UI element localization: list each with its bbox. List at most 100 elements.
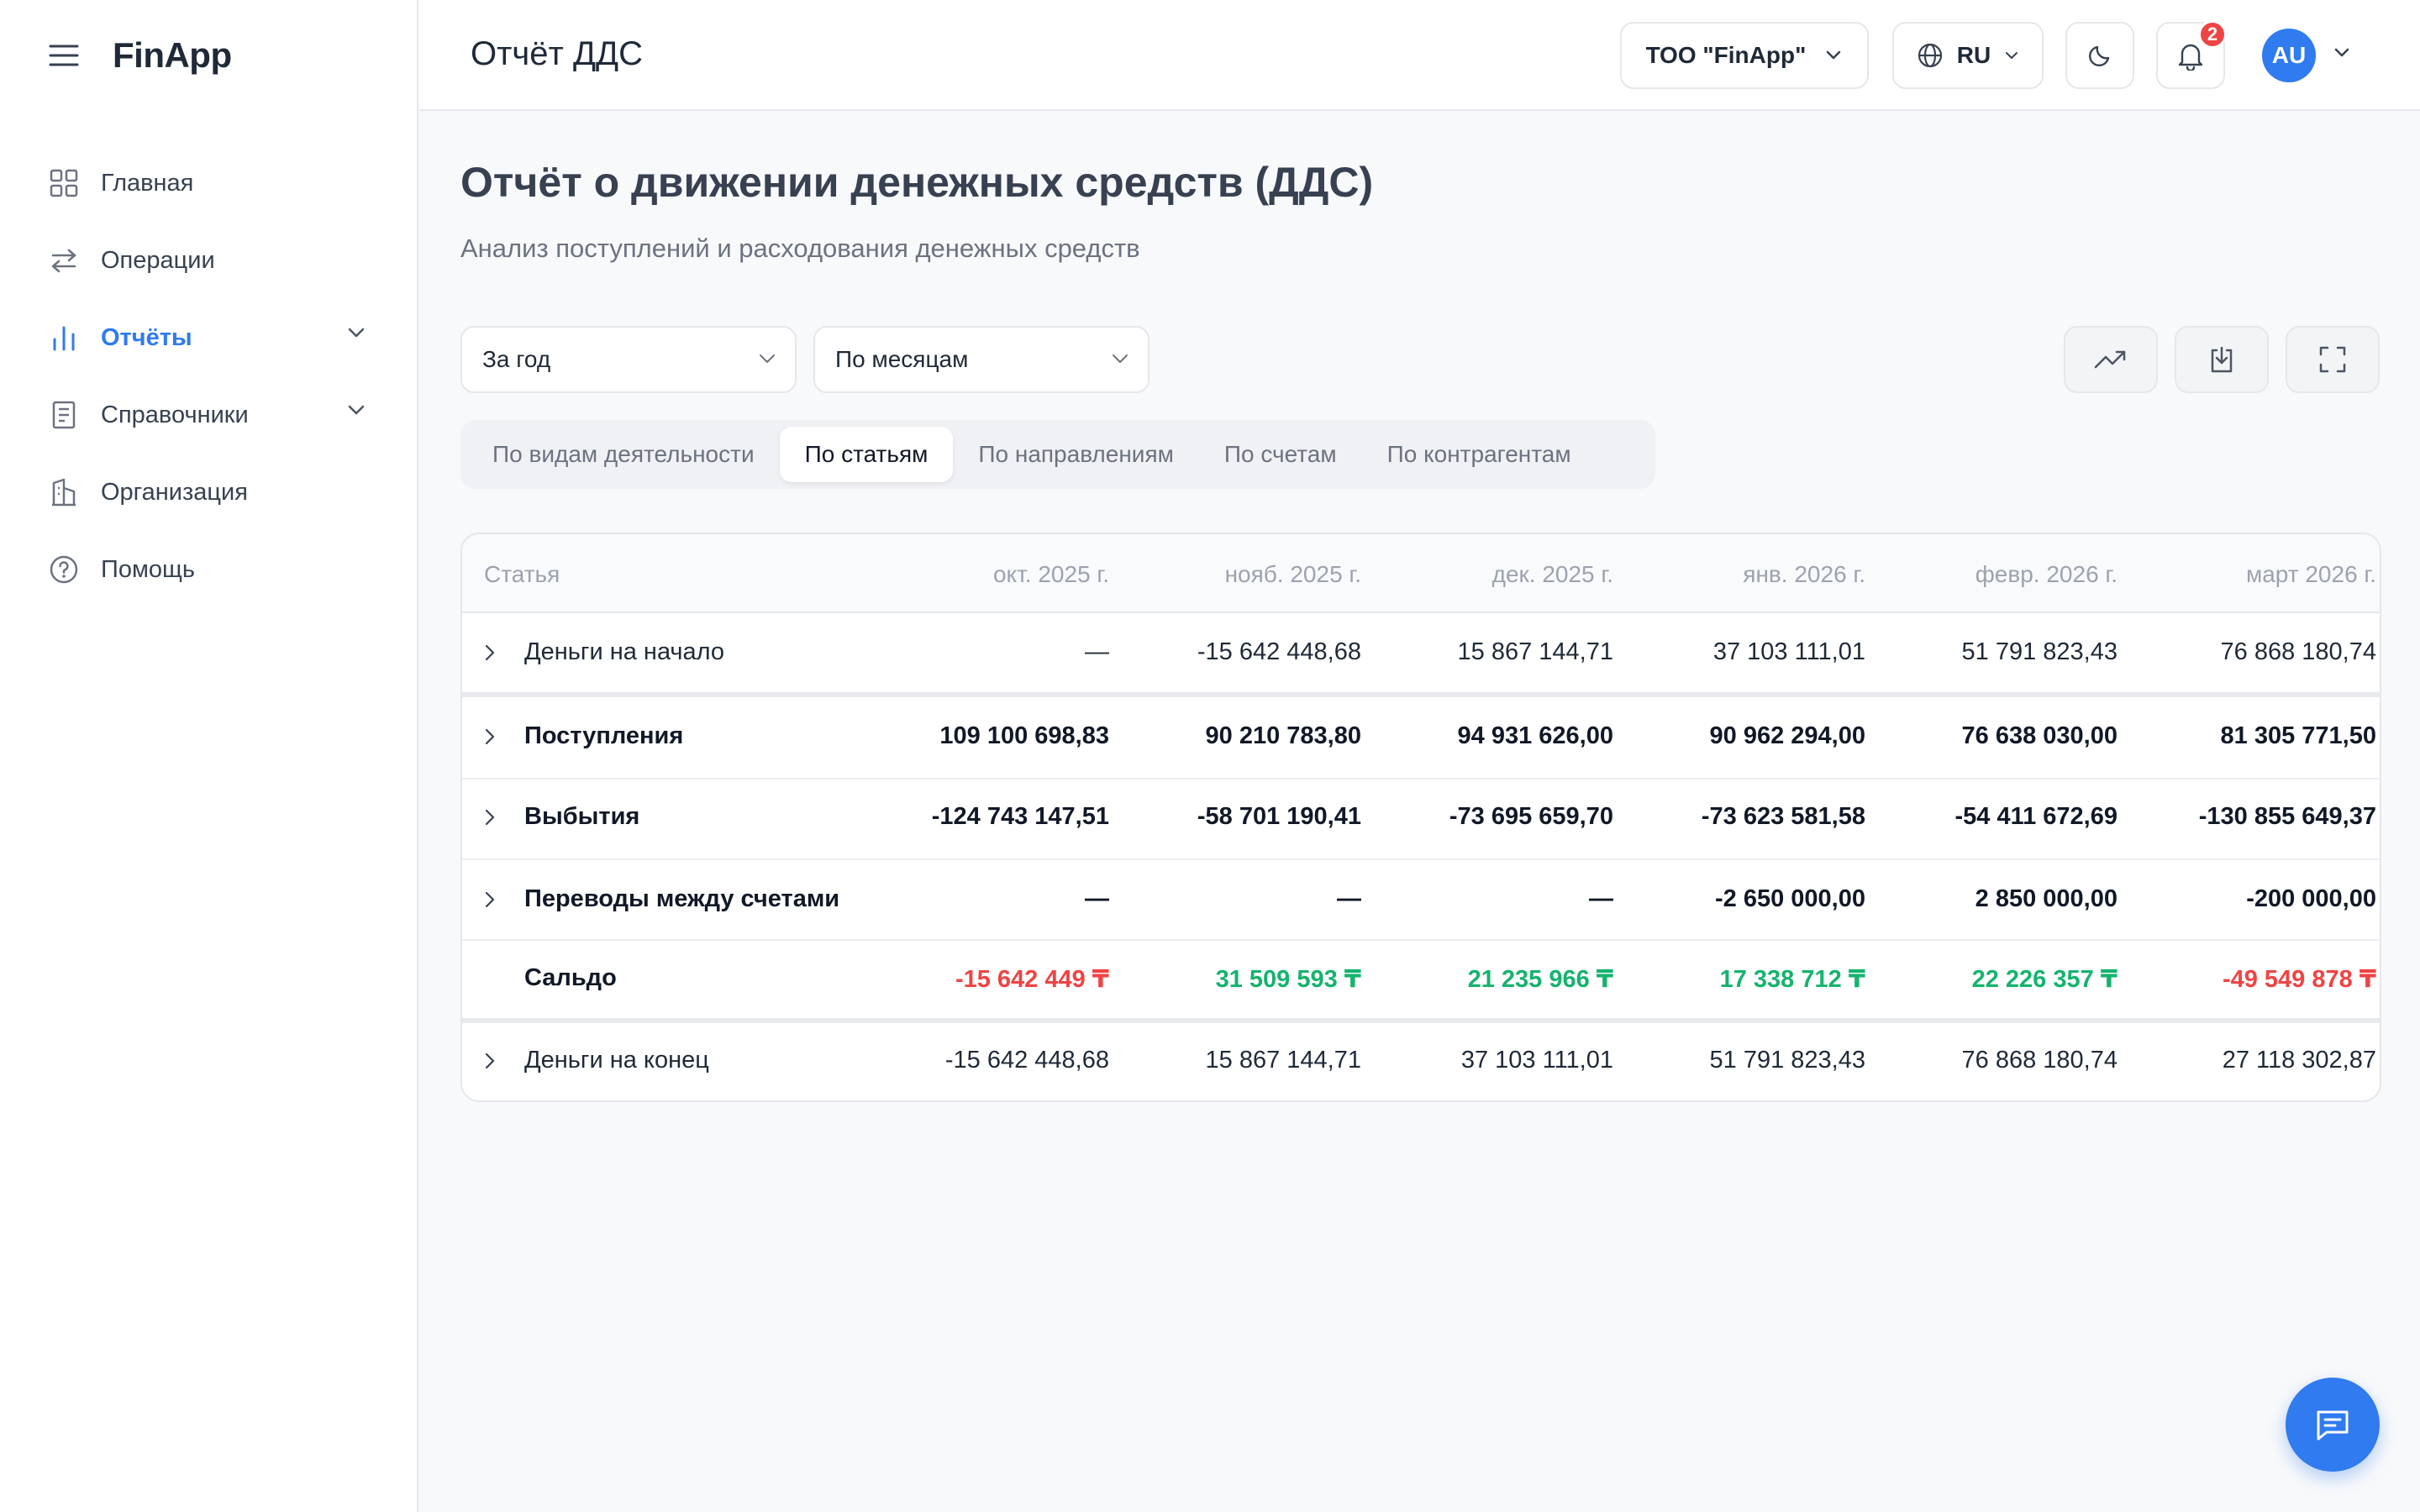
sidebar-item-label: Операции bbox=[101, 246, 215, 274]
table-cell: 109 100 698,83 bbox=[939, 722, 1109, 749]
chevron-down-icon bbox=[346, 326, 366, 339]
chevron-down-icon bbox=[1111, 353, 1129, 365]
language-select[interactable]: RU bbox=[1892, 22, 2044, 89]
table-cell: — bbox=[1337, 885, 1361, 912]
tab-by-accounts[interactable]: По счетам bbox=[1223, 441, 1337, 467]
table-row: Сальдо -15 642 449 ₸ 31 509 593 ₸ 21 235… bbox=[462, 939, 2380, 1018]
sidebar-item-operations[interactable]: Операции bbox=[34, 222, 385, 299]
table-cell: -15 642 449 ₸ bbox=[955, 966, 1109, 993]
table-cell: -49 549 878 ₸ bbox=[2222, 966, 2376, 993]
column-header: нояб. 2025 г. bbox=[1224, 561, 1361, 587]
download-icon bbox=[2208, 345, 2235, 374]
column-header: дек. 2025 г. bbox=[1491, 561, 1613, 587]
sidebar-item-label: Организация bbox=[101, 478, 248, 506]
table-cell: -124 743 147,51 bbox=[931, 803, 1109, 830]
table-cell: 76 868 180,74 bbox=[2220, 638, 2376, 665]
book-icon bbox=[47, 398, 81, 432]
header-title: Отчёт ДДС bbox=[471, 35, 644, 72]
row-label-text: Поступления bbox=[524, 722, 684, 749]
row-label[interactable]: Поступления bbox=[484, 722, 683, 750]
sidebar-item-label: Отчёты bbox=[101, 323, 192, 351]
table-cell: -2 650 000,00 bbox=[1715, 885, 1865, 912]
organization-name: ТОО "FinApp" bbox=[1645, 42, 1807, 68]
table-cell: 27 118 302,87 bbox=[2222, 1047, 2376, 1074]
notification-badge: 2 bbox=[2198, 20, 2227, 49]
avatar[interactable]: AU bbox=[2262, 29, 2316, 82]
table-cell: -200 000,00 bbox=[2246, 885, 2376, 912]
column-header: окт. 2025 г. bbox=[992, 561, 1109, 587]
table-cell: 37 103 111,01 bbox=[1460, 1047, 1613, 1074]
table-cell: 2 850 000,00 bbox=[1975, 885, 2118, 912]
building-icon bbox=[47, 475, 81, 509]
chevron-down-icon[interactable] bbox=[2333, 47, 2351, 59]
chevron-down-icon bbox=[2004, 50, 2019, 60]
tab-by-activity[interactable]: По видам деятельности bbox=[492, 441, 755, 467]
sidebar-item-help[interactable]: Помощь bbox=[34, 531, 385, 608]
table-cell: 76 868 180,74 bbox=[1961, 1047, 2118, 1074]
table-cell: 51 791 823,43 bbox=[1961, 638, 2118, 665]
chevron-right-icon[interactable] bbox=[484, 890, 509, 909]
top-header: Отчёт ДДС ТОО "FinApp" RU 2 AU bbox=[420, 0, 2420, 111]
chevron-right-icon[interactable] bbox=[484, 727, 509, 746]
sidebar-nav: Главная Операции Отчёты Справочники bbox=[34, 144, 385, 608]
table-cell: 76 638 030,00 bbox=[1961, 722, 2118, 749]
chat-button[interactable] bbox=[2286, 1378, 2380, 1472]
menu-icon[interactable] bbox=[47, 39, 81, 72]
bar-chart-icon bbox=[47, 321, 81, 354]
sidebar-item-directories[interactable]: Справочники bbox=[34, 376, 385, 454]
row-label[interactable]: Деньги на конец bbox=[484, 1047, 709, 1074]
globe-icon bbox=[1917, 42, 1944, 69]
fullscreen-button[interactable] bbox=[2286, 326, 2380, 393]
table-cell: 90 962 294,00 bbox=[1709, 722, 1865, 749]
table-row: Выбытия -124 743 147,51 -58 701 190,41 -… bbox=[462, 778, 2380, 858]
table-cell: 17 338 712 ₸ bbox=[1719, 966, 1865, 993]
sidebar-item-home[interactable]: Главная bbox=[34, 144, 385, 222]
table-cell: -15 642 448,68 bbox=[944, 1047, 1109, 1074]
sidebar: FinApp Главная Операции Отчёты bbox=[0, 0, 418, 1512]
column-header: март 2026 г. bbox=[2245, 561, 2376, 587]
table-cell: -73 695 659,70 bbox=[1449, 803, 1613, 830]
language-code: RU bbox=[1956, 42, 1991, 68]
grouping-select[interactable]: По месяцам bbox=[813, 326, 1150, 393]
table-cell: — bbox=[1085, 885, 1109, 912]
table-cell: -130 855 649,37 bbox=[2198, 803, 2376, 830]
row-label[interactable]: Выбытия bbox=[484, 803, 639, 831]
theme-toggle[interactable] bbox=[2065, 22, 2134, 89]
table-cell: 94 931 626,00 bbox=[1457, 722, 1613, 749]
sidebar-item-reports[interactable]: Отчёты bbox=[34, 299, 385, 376]
column-header: февр. 2026 г. bbox=[1975, 561, 2118, 587]
table-cell: 31 509 593 ₸ bbox=[1215, 966, 1361, 993]
chevron-right-icon[interactable] bbox=[484, 643, 509, 662]
grid-icon bbox=[47, 166, 81, 200]
table-header-row: Статья окт. 2025 г. нояб. 2025 г. дек. 2… bbox=[462, 534, 2380, 613]
row-label-text: Переводы между счетами bbox=[524, 885, 840, 912]
table-row: Деньги на конец -15 642 448,68 15 867 14… bbox=[462, 1018, 2380, 1100]
table-cell: — bbox=[1589, 885, 1613, 912]
chevron-right-icon[interactable] bbox=[484, 808, 509, 827]
table-cell: -54 411 672,69 bbox=[1954, 803, 2118, 830]
row-label[interactable]: Деньги на начало bbox=[484, 638, 724, 666]
sidebar-item-label: Помощь bbox=[101, 555, 196, 583]
tab-by-articles[interactable]: По статьям bbox=[779, 427, 954, 482]
export-button[interactable] bbox=[2175, 326, 2269, 393]
bell-icon bbox=[2176, 40, 2205, 71]
organization-select[interactable]: ТОО "FinApp" bbox=[1620, 22, 1869, 89]
sidebar-item-organization[interactable]: Организация bbox=[34, 454, 385, 531]
row-label-text: Выбытия bbox=[524, 803, 640, 830]
page-title: Отчёт о движении денежных средств (ДДС) bbox=[460, 159, 1374, 206]
chevron-down-icon bbox=[346, 403, 366, 417]
row-label[interactable]: Переводы между счетами bbox=[484, 885, 839, 913]
table-cell: — bbox=[1085, 638, 1109, 665]
sidebar-item-label: Справочники bbox=[101, 401, 249, 428]
row-label: Сальдо bbox=[524, 964, 617, 991]
page-subtitle: Анализ поступлений и расходования денежн… bbox=[460, 234, 1140, 263]
notifications-button[interactable]: 2 bbox=[2156, 20, 2227, 89]
table-cell: 22 226 357 ₸ bbox=[1971, 966, 2118, 993]
trending-up-icon bbox=[2094, 349, 2128, 370]
column-header: янв. 2026 г. bbox=[1743, 561, 1865, 587]
chevron-right-icon[interactable] bbox=[484, 1052, 509, 1070]
tab-by-directions[interactable]: По направлениям bbox=[978, 441, 1174, 467]
period-select[interactable]: За год bbox=[460, 326, 797, 393]
tab-by-counterparties[interactable]: По контрагентам bbox=[1386, 441, 1571, 467]
chart-view-button[interactable] bbox=[2064, 326, 2158, 393]
